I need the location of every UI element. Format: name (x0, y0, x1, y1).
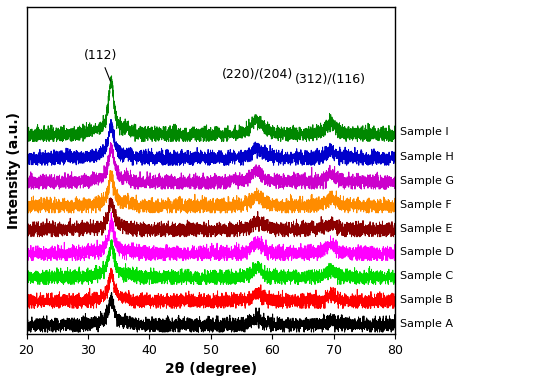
Y-axis label: Intensity (a.u.): Intensity (a.u.) (7, 112, 21, 229)
Text: Sample H: Sample H (400, 152, 454, 162)
X-axis label: 2θ (degree): 2θ (degree) (165, 362, 257, 376)
Text: Sample F: Sample F (400, 200, 452, 210)
Text: Sample A: Sample A (400, 319, 453, 329)
Text: (312)/(116): (312)/(116) (295, 72, 366, 85)
Text: Sample B: Sample B (400, 295, 453, 305)
Text: Sample G: Sample G (400, 176, 454, 186)
Text: (220)/(204): (220)/(204) (222, 68, 293, 81)
Text: Sample I: Sample I (400, 127, 449, 137)
Text: Sample D: Sample D (400, 247, 454, 257)
Text: Sample C: Sample C (400, 271, 453, 281)
Text: (112): (112) (84, 49, 117, 81)
Text: Sample E: Sample E (400, 224, 453, 234)
